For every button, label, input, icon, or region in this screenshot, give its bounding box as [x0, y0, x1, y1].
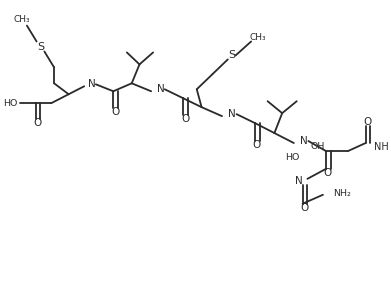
Text: N: N: [300, 136, 307, 146]
Text: N: N: [228, 109, 235, 119]
Text: N: N: [295, 176, 303, 186]
Text: O: O: [253, 140, 261, 150]
Text: O: O: [364, 117, 372, 127]
Text: HO: HO: [3, 99, 18, 108]
Text: S: S: [228, 50, 235, 61]
Text: N: N: [88, 79, 96, 89]
Text: CH₃: CH₃: [249, 33, 266, 42]
Text: NH₂: NH₂: [333, 189, 350, 198]
Text: O: O: [300, 203, 308, 213]
Text: O: O: [181, 114, 189, 124]
Text: NH: NH: [374, 142, 389, 152]
Text: HO: HO: [285, 153, 300, 162]
Text: OH: OH: [310, 143, 325, 152]
Text: CH₃: CH₃: [14, 15, 30, 24]
Text: O: O: [34, 118, 42, 128]
Text: S: S: [37, 42, 44, 52]
Text: N: N: [157, 84, 165, 94]
Text: O: O: [111, 107, 119, 117]
Text: O: O: [324, 168, 332, 178]
